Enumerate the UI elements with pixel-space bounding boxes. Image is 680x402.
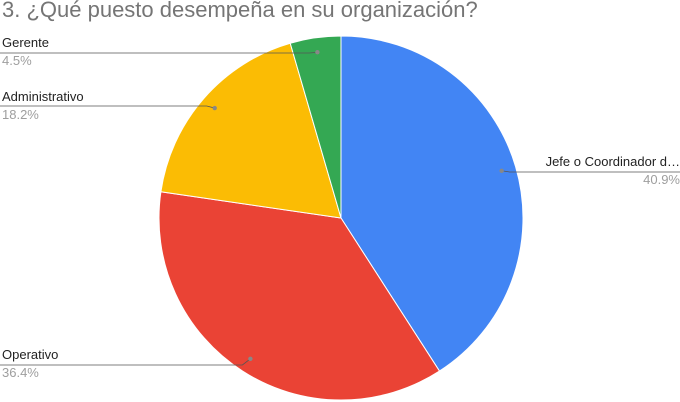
- leader-dot-operativo: [248, 356, 253, 362]
- leader-dot-jefe-o-coordinador-d: [499, 168, 504, 173]
- slice-label-operativo: Operativo: [2, 347, 58, 362]
- slice-percent-operativo: 36.4%: [2, 365, 39, 380]
- slice-percent-jefe-o-coordinador-d: 40.9%: [643, 172, 680, 187]
- slice-label-administrativo: Administrativo: [2, 89, 84, 104]
- leader-dot-administrativo: [212, 105, 217, 111]
- pie-slice-operativo: [158, 191, 441, 401]
- leader-line-jefe-o-coordinador-d: [501, 170, 680, 173]
- leader-line-administrativo: [0, 105, 215, 109]
- slice-label-gerente: Gerente: [2, 35, 49, 50]
- slice-percent-gerente: 4.5%: [2, 53, 32, 68]
- pie-slice-jefe-o-coordinador-d: [340, 35, 524, 372]
- pie-slice-administrativo: [160, 42, 342, 219]
- leader-dot-gerente: [315, 50, 320, 55]
- slice-percent-administrativo: 18.2%: [2, 107, 39, 122]
- leader-line-operativo: [0, 358, 251, 366]
- slice-label-jefe-o-coordinador-d: Jefe o Coordinador d…: [546, 154, 680, 169]
- chart-title: 3. ¿Qué puesto desempeña en su organizac…: [2, 0, 478, 22]
- leader-line-gerente: [0, 51, 318, 54]
- pie-slice-gerente: [289, 35, 342, 219]
